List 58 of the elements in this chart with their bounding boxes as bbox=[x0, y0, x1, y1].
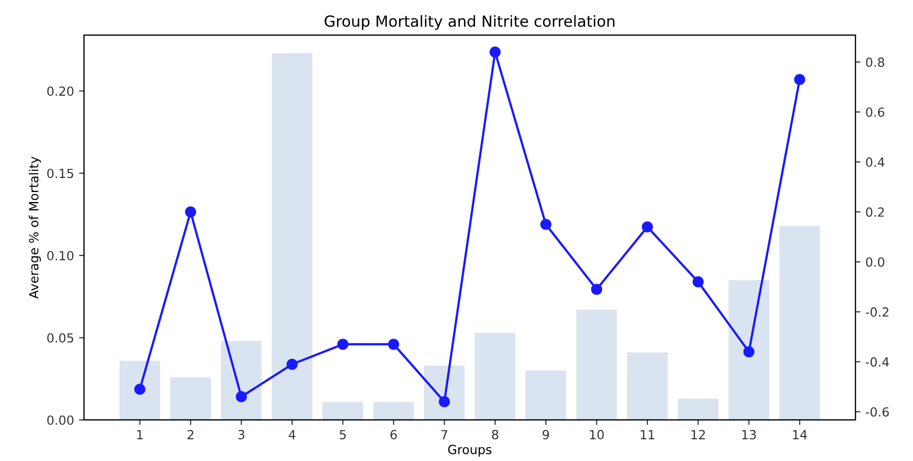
y-tick-label: 0.00 bbox=[47, 415, 74, 425]
point bbox=[185, 206, 196, 218]
point bbox=[591, 284, 602, 295]
point bbox=[337, 338, 348, 350]
point bbox=[540, 218, 552, 230]
bar bbox=[627, 352, 668, 420]
x-tick-label: 7 bbox=[441, 430, 448, 440]
x-tick-label: 8 bbox=[492, 430, 498, 440]
point bbox=[388, 338, 400, 350]
bar bbox=[221, 341, 262, 420]
chart-title: Group Mortality and Nitrite correlation bbox=[324, 15, 614, 30]
x-tick-label: 6 bbox=[390, 430, 397, 440]
y2-tick-label: -0.6 bbox=[866, 407, 889, 417]
bar bbox=[474, 332, 516, 420]
point bbox=[794, 74, 806, 86]
point bbox=[692, 276, 704, 288]
bar bbox=[576, 310, 617, 420]
x-tick-label: 9 bbox=[542, 430, 549, 440]
x-tick-label: 3 bbox=[238, 430, 244, 440]
x-tick-label: 1 bbox=[137, 430, 143, 440]
point bbox=[642, 221, 653, 232]
y-tick-label: 0.10 bbox=[47, 250, 74, 260]
point bbox=[490, 46, 501, 58]
bar bbox=[170, 377, 211, 420]
bar bbox=[120, 360, 160, 420]
bar bbox=[728, 280, 770, 420]
point bbox=[286, 358, 298, 370]
y-tick-label: 0.15 bbox=[47, 168, 74, 178]
y2-tick-label: 0.0 bbox=[866, 257, 884, 267]
x-tick-label: 2 bbox=[188, 430, 194, 440]
x-tick-label: 13 bbox=[742, 430, 756, 440]
point bbox=[743, 346, 754, 358]
point bbox=[134, 384, 146, 395]
bar bbox=[322, 402, 364, 420]
y2-tick-label: 0.2 bbox=[866, 207, 884, 217]
x-tick-label: 12 bbox=[692, 430, 705, 440]
y2-tick-label: 0.6 bbox=[866, 107, 884, 117]
y-axis-title: Average % of Mortality bbox=[28, 156, 41, 299]
bar bbox=[779, 226, 820, 420]
x-tick-label: 5 bbox=[340, 430, 346, 440]
point bbox=[236, 391, 247, 402]
y2-tick-label: -0.4 bbox=[866, 357, 889, 367]
x-axis-title: Groups bbox=[448, 444, 492, 457]
y2-tick-label: 0.8 bbox=[866, 57, 884, 67]
point bbox=[438, 396, 450, 408]
bar bbox=[272, 53, 312, 420]
bar bbox=[424, 366, 465, 420]
bar bbox=[373, 402, 414, 420]
x-tick-label: 14 bbox=[793, 430, 807, 440]
bar bbox=[526, 370, 566, 420]
x-tick-label: 10 bbox=[590, 430, 604, 440]
x-tick-label: 11 bbox=[640, 430, 654, 440]
bar bbox=[678, 398, 718, 420]
y-tick-label: 0.20 bbox=[47, 86, 74, 96]
y2-tick-label: 0.4 bbox=[866, 157, 884, 167]
y2-tick-label: -0.2 bbox=[866, 307, 888, 317]
x-tick-label: 4 bbox=[288, 430, 296, 440]
y-tick-label: 0.05 bbox=[47, 333, 74, 343]
